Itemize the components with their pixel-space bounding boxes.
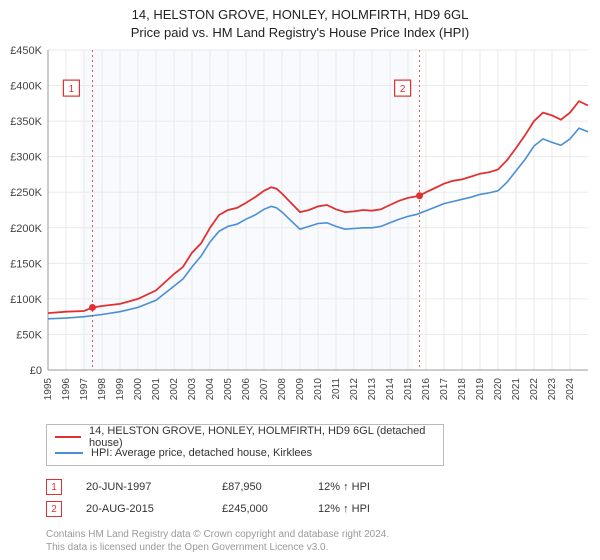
y-tick-label: £100K bbox=[10, 294, 42, 306]
attribution-line-2: This data is licensed under the Open Gov… bbox=[46, 541, 566, 554]
y-tick-label: £150K bbox=[10, 258, 42, 270]
transaction-marker-box: 2 bbox=[46, 501, 62, 517]
x-tick-label: 2023 bbox=[547, 378, 558, 401]
footer-block: 14, HELSTON GROVE, HONLEY, HOLMFIRTH, HD… bbox=[46, 424, 566, 554]
y-tick-label: £0 bbox=[30, 365, 42, 377]
x-tick-label: 2021 bbox=[511, 378, 522, 401]
title-line-2: Price paid vs. HM Land Registry's House … bbox=[0, 24, 600, 42]
x-tick-label: 2011 bbox=[331, 378, 342, 400]
legend-swatch bbox=[55, 452, 83, 454]
x-tick-label: 2009 bbox=[295, 378, 306, 401]
x-tick-label: 1999 bbox=[115, 378, 126, 401]
x-tick-label: 2007 bbox=[259, 378, 270, 401]
line-chart-svg: £0 £50K £100K £150K £200K £250K £300K £350K £400… bbox=[0, 44, 600, 414]
marker-label-text: 2 bbox=[400, 84, 406, 95]
x-tick-label: 2016 bbox=[421, 378, 432, 401]
title-line-1: 14, HELSTON GROVE, HONLEY, HOLMFIRTH, HD… bbox=[0, 6, 600, 24]
x-tick-label: 2013 bbox=[367, 378, 378, 401]
x-tick-label: 2002 bbox=[169, 378, 180, 401]
legend-box: 14, HELSTON GROVE, HONLEY, HOLMFIRTH, HD… bbox=[46, 424, 444, 466]
y-tick-label: £300K bbox=[10, 152, 42, 164]
x-tick-label: 1998 bbox=[97, 378, 108, 401]
x-tick-label: 2017 bbox=[439, 378, 450, 401]
attribution-line-1: Contains HM Land Registry data © Crown c… bbox=[46, 528, 566, 541]
x-tick-label: 1997 bbox=[79, 378, 90, 401]
y-tick-label: £350K bbox=[10, 116, 42, 128]
x-tick-label: 2010 bbox=[313, 378, 324, 401]
legend-swatch bbox=[55, 436, 81, 438]
legend-row: 14, HELSTON GROVE, HONLEY, HOLMFIRTH, HD… bbox=[55, 429, 435, 445]
transaction-marker-box: 1 bbox=[46, 479, 62, 495]
transaction-vs-hpi: 12% ↑ HPI bbox=[318, 481, 408, 493]
transaction-row: 1 20-JUN-1997 £87,950 12% ↑ HPI bbox=[46, 476, 566, 498]
y-tick-label: £200K bbox=[10, 223, 42, 235]
x-tick-label: 2015 bbox=[403, 378, 414, 401]
y-tick-label: £400K bbox=[10, 81, 42, 93]
title-block: 14, HELSTON GROVE, HONLEY, HOLMFIRTH, HD… bbox=[0, 0, 600, 41]
x-tick-label: 2000 bbox=[133, 378, 144, 401]
x-tick-label: 2012 bbox=[349, 378, 360, 401]
legend-label: 14, HELSTON GROVE, HONLEY, HOLMFIRTH, HD… bbox=[89, 425, 435, 449]
x-tick-label: 2006 bbox=[241, 378, 252, 401]
x-tick-label: 2004 bbox=[205, 378, 216, 401]
x-tick-label: 2008 bbox=[277, 378, 288, 401]
transaction-price: £245,000 bbox=[222, 503, 312, 515]
y-tick-label: £250K bbox=[10, 187, 42, 199]
chart-container: 14, HELSTON GROVE, HONLEY, HOLMFIRTH, HD… bbox=[0, 0, 600, 560]
x-tick-label: 1995 bbox=[43, 378, 54, 401]
transaction-date: 20-AUG-2015 bbox=[86, 503, 216, 515]
transaction-row: 2 20-AUG-2015 £245,000 12% ↑ HPI bbox=[46, 498, 566, 520]
marker-label-text: 1 bbox=[69, 84, 75, 95]
transactions-table: 1 20-JUN-1997 £87,950 12% ↑ HPI 2 20-AUG-2015… bbox=[46, 476, 566, 520]
transaction-vs-hpi: 12% ↑ HPI bbox=[318, 503, 408, 515]
y-tick-label: £50K bbox=[16, 329, 42, 341]
x-tick-label: 2024 bbox=[565, 378, 576, 401]
legend-label: HPI: Average price, detached house, Kirk… bbox=[91, 447, 312, 459]
x-tick-label: 2014 bbox=[385, 378, 396, 401]
x-tick-label: 2018 bbox=[457, 378, 468, 401]
y-tick-label: £450K bbox=[10, 45, 42, 57]
chart-area: £0 £50K £100K £150K £200K £250K £300K £350K £400… bbox=[0, 44, 600, 414]
x-tick-label: 2001 bbox=[151, 378, 162, 401]
transaction-date: 20-JUN-1997 bbox=[86, 481, 216, 493]
x-tick-label: 2020 bbox=[493, 378, 504, 401]
attribution: Contains HM Land Registry data © Crown c… bbox=[46, 528, 566, 554]
x-tick-label: 2022 bbox=[529, 378, 540, 401]
transaction-price: £87,950 bbox=[222, 481, 312, 493]
x-tick-label: 2005 bbox=[223, 378, 234, 401]
x-tick-label: 1996 bbox=[61, 378, 72, 401]
x-tick-label: 2019 bbox=[475, 378, 486, 401]
x-tick-label: 2003 bbox=[187, 378, 198, 401]
